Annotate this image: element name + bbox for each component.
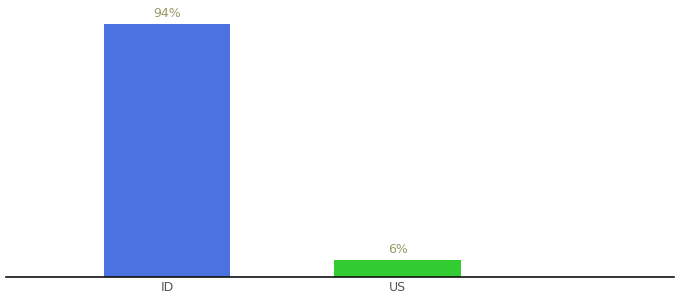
Text: 6%: 6% (388, 244, 407, 256)
Bar (335, 260, 461, 277)
Text: 94%: 94% (153, 7, 181, 20)
Bar (103, 24, 231, 277)
